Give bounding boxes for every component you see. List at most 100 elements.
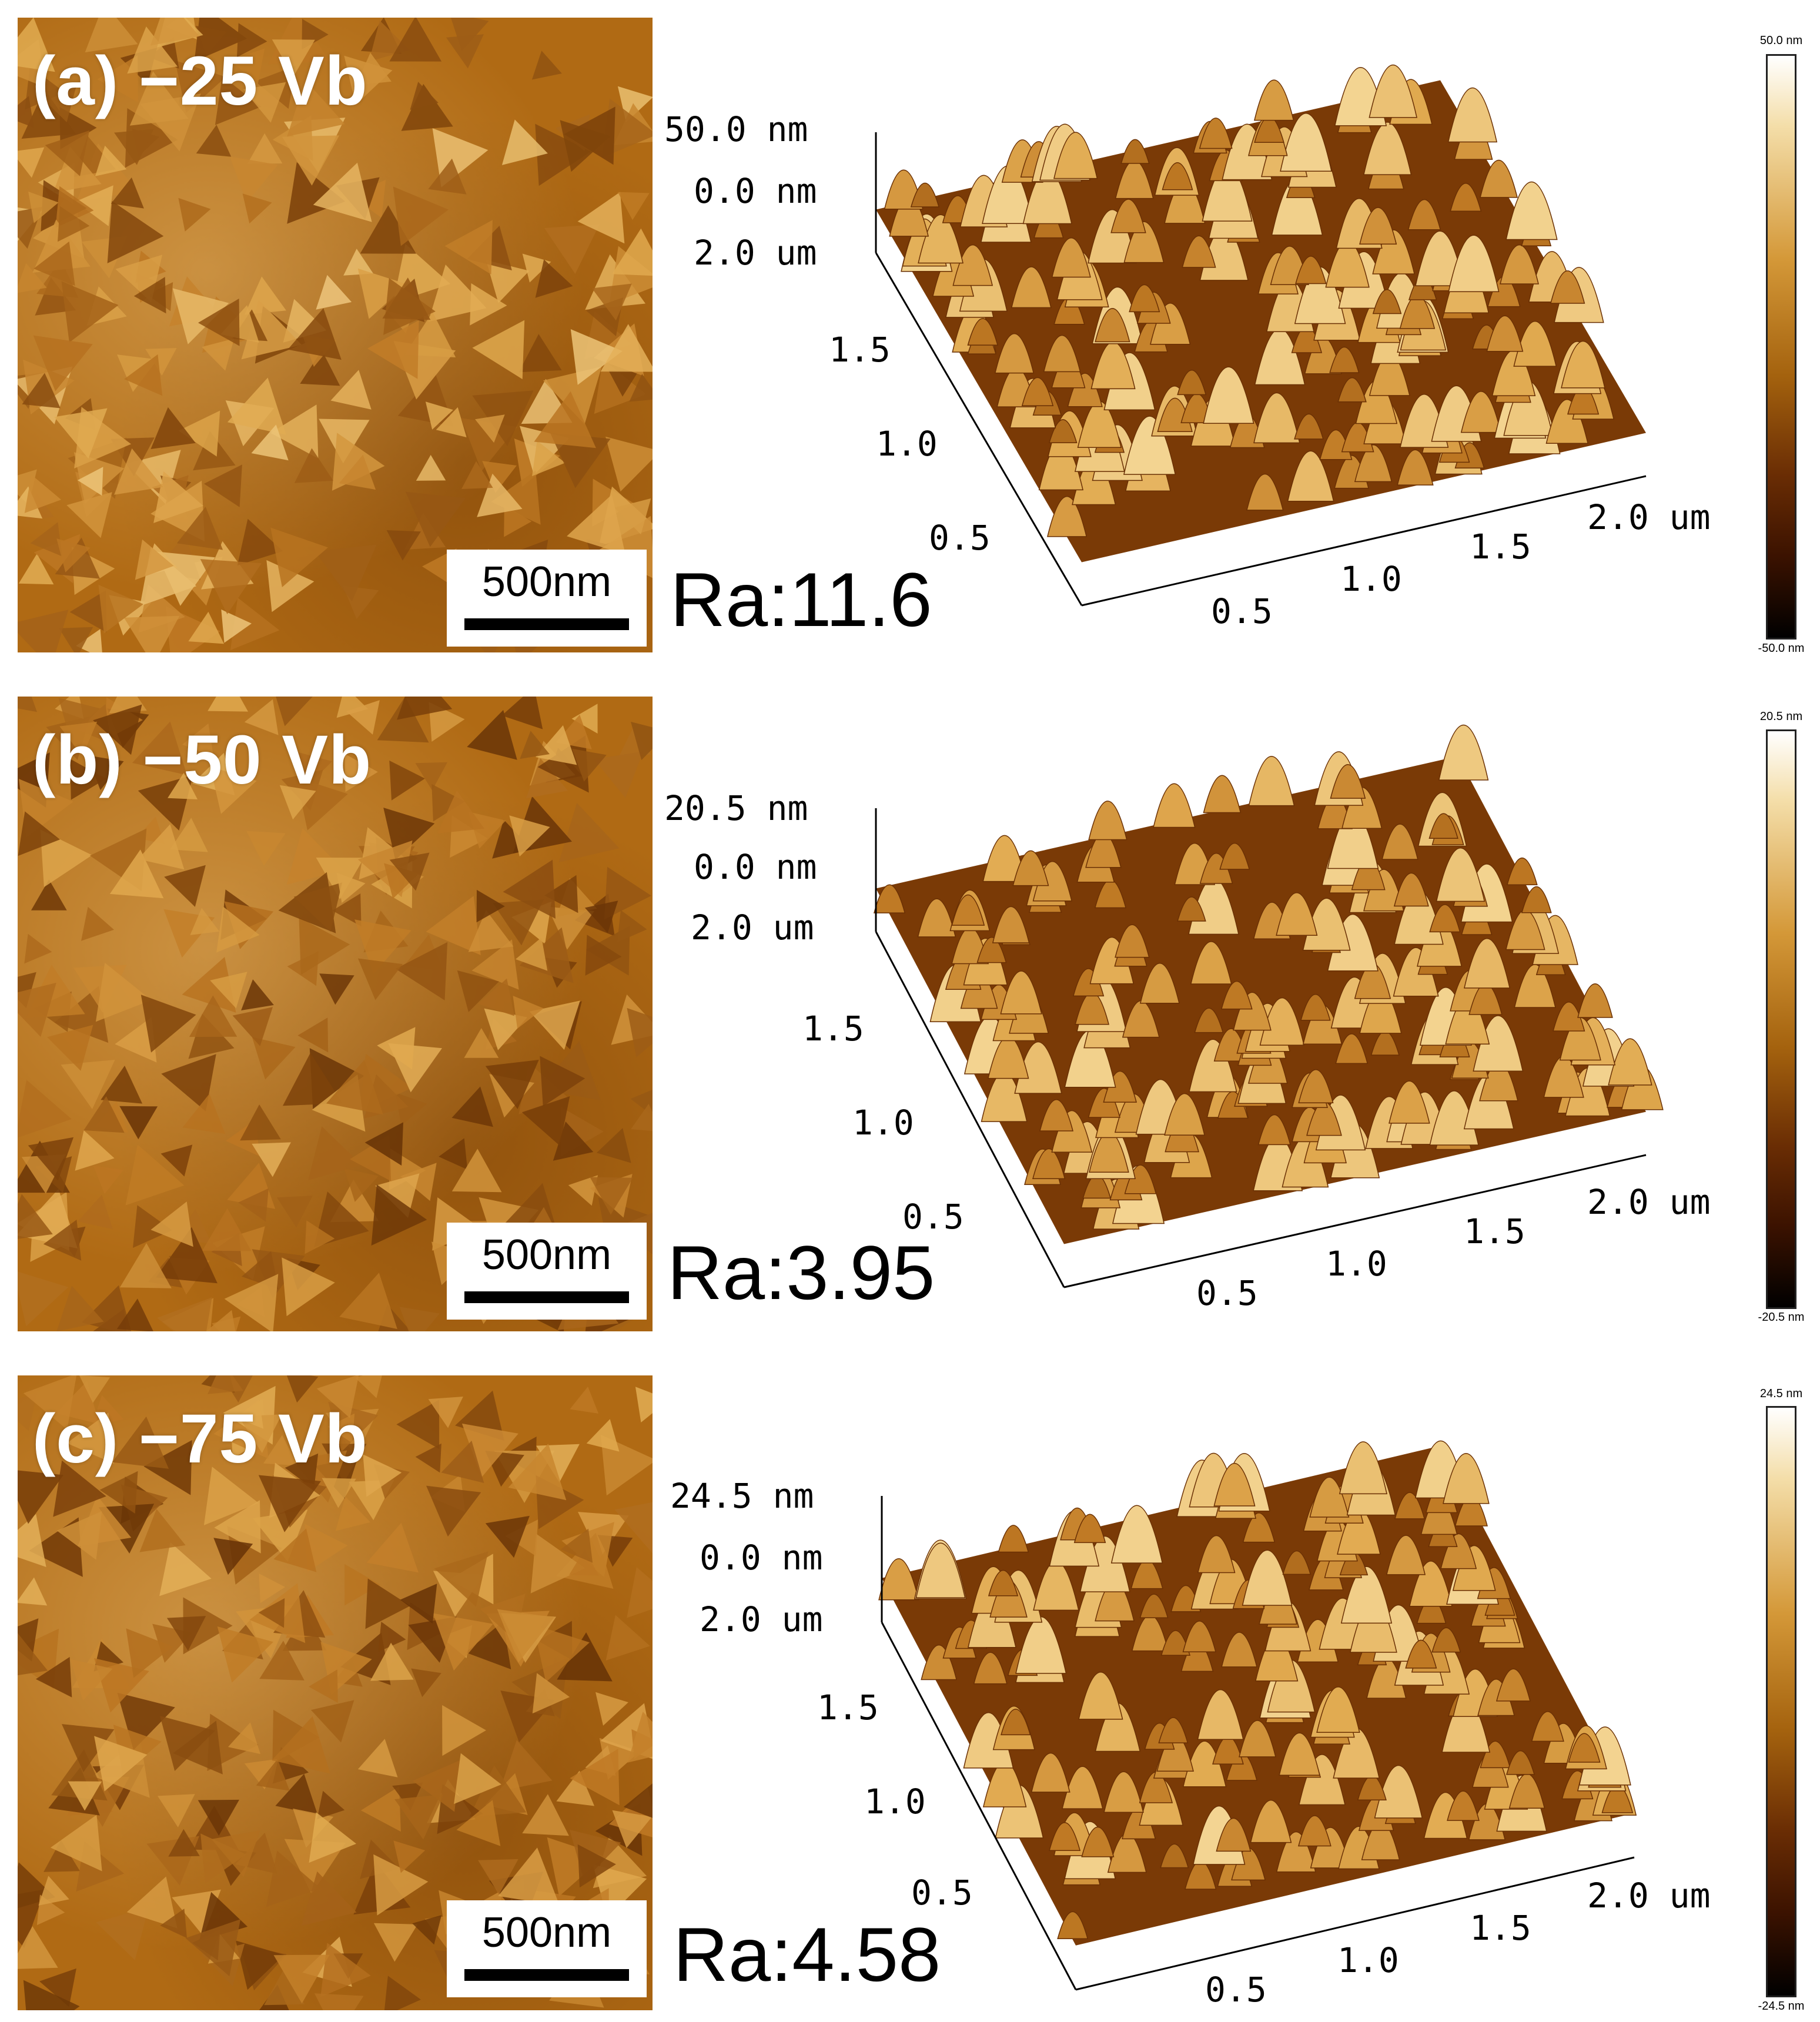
grain bbox=[275, 1773, 318, 1815]
grain bbox=[240, 1104, 281, 1141]
surface-peak bbox=[1182, 235, 1216, 268]
grain bbox=[519, 927, 574, 983]
surface-peak bbox=[1031, 1752, 1070, 1793]
grain bbox=[237, 23, 267, 58]
axes-a bbox=[875, 132, 1647, 607]
grain bbox=[395, 942, 448, 1000]
grain bbox=[397, 697, 453, 720]
grain bbox=[133, 1205, 172, 1248]
scale-bar-line-c bbox=[464, 1969, 629, 1981]
z-mid-label-c: 0.0 nm bbox=[700, 1538, 823, 1578]
grain bbox=[299, 917, 350, 975]
grain bbox=[561, 1528, 593, 1563]
grain bbox=[38, 1876, 69, 1906]
surface-peak bbox=[1339, 1441, 1387, 1495]
grain bbox=[241, 979, 274, 1010]
surface-peak bbox=[1139, 1594, 1169, 1619]
grain bbox=[215, 76, 262, 125]
grain bbox=[119, 1243, 172, 1288]
grain bbox=[631, 721, 653, 761]
grain bbox=[58, 206, 90, 242]
grain bbox=[392, 1782, 423, 1811]
grain bbox=[129, 71, 189, 126]
grain bbox=[28, 1137, 74, 1181]
surface-peak bbox=[1043, 334, 1081, 373]
grain bbox=[18, 1194, 53, 1239]
surface-peak bbox=[1431, 1627, 1461, 1653]
grain bbox=[584, 900, 618, 933]
grain bbox=[526, 758, 568, 799]
surface-peak bbox=[988, 1569, 1019, 1596]
grain bbox=[315, 544, 377, 602]
grain bbox=[18, 553, 54, 585]
grain bbox=[114, 448, 163, 495]
grain bbox=[235, 1940, 285, 1990]
grain bbox=[92, 1395, 124, 1427]
grain bbox=[61, 281, 119, 343]
surface-peak bbox=[1295, 256, 1327, 284]
grain bbox=[77, 467, 103, 496]
surface-peak bbox=[1051, 237, 1091, 278]
grain bbox=[138, 824, 185, 870]
grain bbox=[344, 1564, 381, 1606]
surface-peak bbox=[952, 245, 993, 286]
scale-bar-label-c: 500nm bbox=[481, 1909, 612, 1956]
grain bbox=[300, 350, 340, 386]
grain bbox=[570, 1749, 620, 1806]
grain bbox=[182, 723, 214, 757]
panel-b: (b) −50 Vb 500nm Ra:3.95 20.5 nm 0.0 nm … bbox=[0, 697, 1820, 1343]
surface-peak bbox=[1011, 266, 1052, 309]
scale-bar-line-b bbox=[464, 1291, 629, 1303]
surface-peak bbox=[1436, 848, 1486, 902]
surface-peak bbox=[1177, 896, 1206, 922]
grain bbox=[470, 283, 507, 326]
grain bbox=[230, 597, 280, 651]
surface-peak bbox=[1477, 1679, 1515, 1716]
grain bbox=[426, 1485, 481, 1537]
grain bbox=[572, 748, 607, 782]
grain bbox=[316, 1375, 359, 1418]
grain bbox=[570, 329, 623, 385]
surface-peak bbox=[1158, 1717, 1189, 1743]
grain bbox=[316, 274, 352, 310]
grain bbox=[182, 957, 236, 1013]
grain bbox=[107, 201, 164, 263]
grain bbox=[344, 754, 378, 792]
grain bbox=[116, 1298, 153, 1331]
surface-peak bbox=[1110, 1505, 1163, 1564]
grain bbox=[605, 436, 653, 492]
grain bbox=[135, 539, 174, 580]
surface-peak bbox=[1110, 199, 1146, 233]
surface-peak bbox=[1480, 159, 1518, 198]
grain bbox=[259, 1641, 305, 1680]
grain bbox=[95, 145, 127, 176]
grain bbox=[18, 263, 47, 293]
surface-peak bbox=[1337, 377, 1367, 403]
grain bbox=[18, 1577, 48, 1606]
surface-peak bbox=[1405, 1639, 1437, 1669]
surface-peak bbox=[1521, 886, 1552, 913]
surface-peak bbox=[1039, 1099, 1074, 1131]
grain bbox=[536, 725, 577, 765]
grain bbox=[558, 802, 620, 862]
grain bbox=[308, 1126, 362, 1180]
grain bbox=[501, 697, 543, 729]
roughness-a: Ra:11.6 bbox=[670, 557, 932, 642]
grain bbox=[612, 1810, 653, 1848]
grain bbox=[244, 276, 286, 315]
afm-3d-plot-b: 20.5 nm 0.0 nm 2.0 um 1.5 1.0 0.5 0.5 1.… bbox=[664, 725, 1711, 1313]
grain bbox=[544, 875, 578, 913]
grain bbox=[198, 299, 240, 346]
grain bbox=[339, 1273, 397, 1330]
grain bbox=[508, 1444, 567, 1501]
surface-peak bbox=[1464, 938, 1511, 989]
grain bbox=[428, 265, 487, 322]
x-tick-c-1: 0.5 bbox=[1205, 1970, 1267, 2010]
grain bbox=[389, 760, 425, 801]
grain bbox=[357, 268, 407, 319]
grain bbox=[68, 1781, 102, 1811]
grain bbox=[475, 414, 505, 443]
surface-peak bbox=[1372, 289, 1402, 314]
grain bbox=[612, 228, 653, 276]
surface-peak bbox=[1242, 1512, 1276, 1543]
